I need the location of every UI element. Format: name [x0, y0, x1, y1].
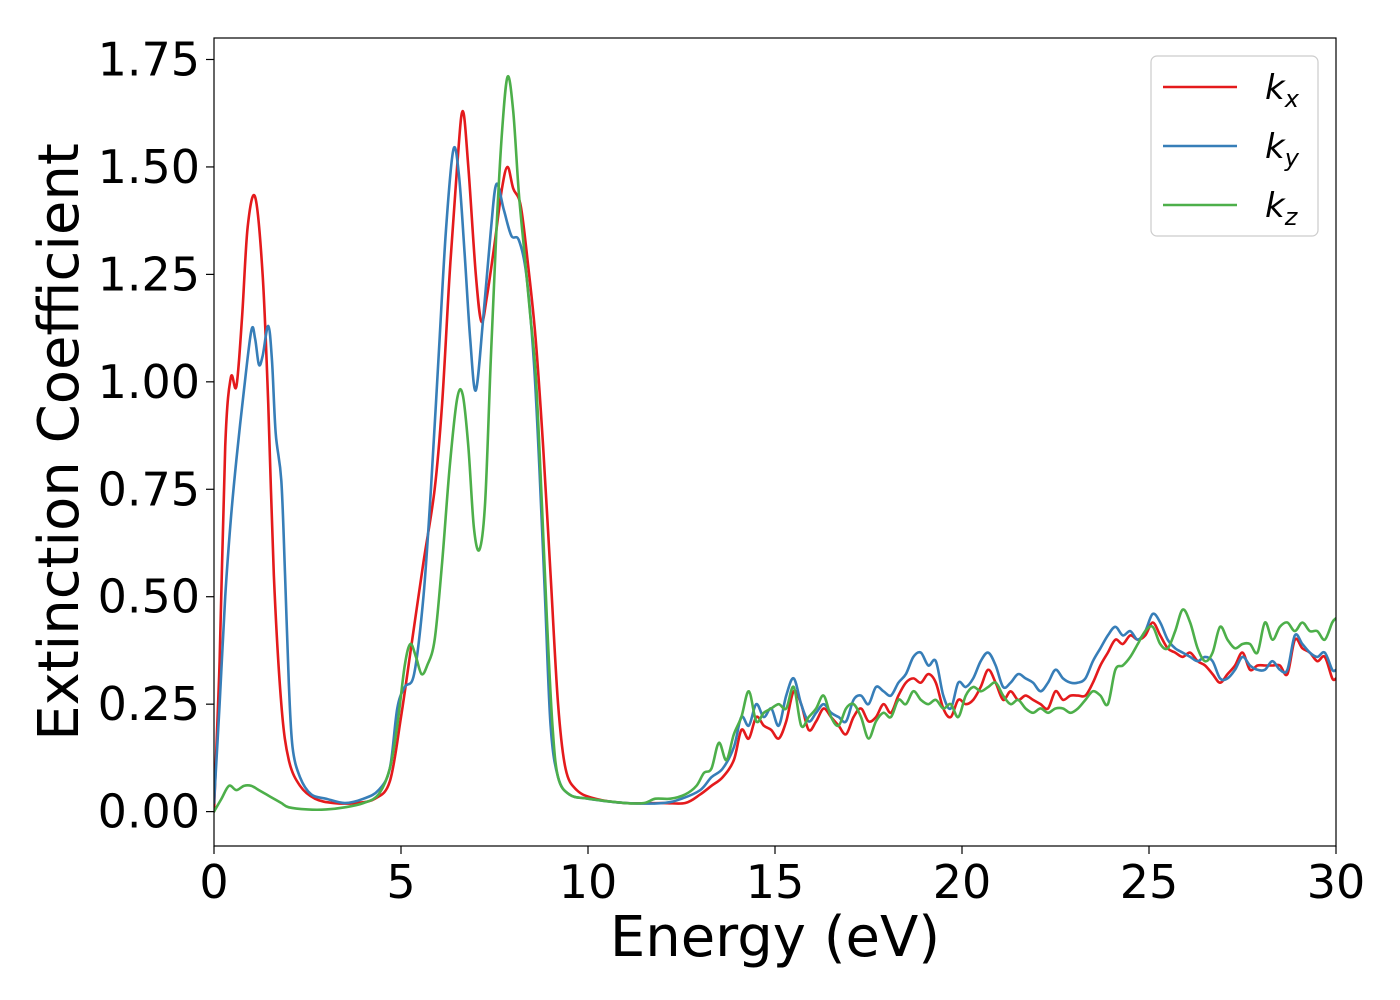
series-line-ky — [214, 146, 1336, 805]
y-tick-label: 1.75 — [98, 32, 200, 86]
x-tick-label: 20 — [933, 855, 992, 909]
y-axis-ticks: 0.00 0.25 0.50 0.75 1.00 1.25 1.50 1.75 — [98, 32, 214, 839]
y-tick-label: 1.00 — [98, 355, 200, 409]
y-tick-label: 0.25 — [98, 677, 200, 731]
y-axis-label: Extinction Coefficient — [27, 143, 92, 741]
series-line-kz — [214, 75, 1336, 813]
y-tick-label: 0.00 — [98, 785, 200, 839]
plot-lines — [214, 75, 1336, 813]
x-tick-label: 30 — [1307, 855, 1366, 909]
x-tick-label: 15 — [746, 855, 805, 909]
x-tick-label: 0 — [199, 855, 228, 909]
legend-entry: kz — [1265, 186, 1299, 231]
x-tick-label: 10 — [559, 855, 618, 909]
x-axis-label: Energy (eV) — [610, 905, 940, 970]
x-axis-ticks: 0 5 10 15 20 25 30 — [199, 846, 1365, 909]
y-tick-label: 1.25 — [98, 247, 200, 301]
legend-entry: kx — [1265, 68, 1300, 113]
x-tick-label: 5 — [386, 855, 415, 909]
legend: kx ky kz — [1150, 55, 1319, 237]
legend-entry: ky — [1265, 127, 1300, 172]
x-tick-label: 25 — [1120, 855, 1179, 909]
y-tick-label: 0.75 — [98, 462, 200, 516]
y-tick-label: 1.50 — [98, 140, 200, 194]
y-tick-label: 0.50 — [98, 570, 200, 624]
